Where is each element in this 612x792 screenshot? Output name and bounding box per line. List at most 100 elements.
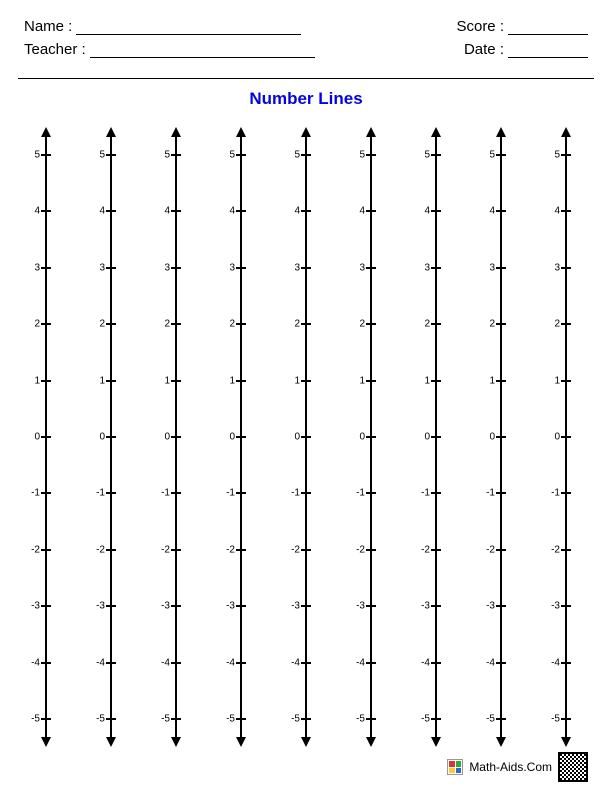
arrow-up-icon [301, 127, 311, 137]
name-label: Name : [24, 18, 72, 35]
score-label: Score : [456, 18, 504, 35]
arrow-down-icon [171, 737, 181, 747]
teacher-blank[interactable] [90, 42, 315, 58]
tick-mark [561, 267, 571, 269]
tick-mark [366, 154, 376, 156]
tick-mark [366, 605, 376, 607]
tick-mark [431, 210, 441, 212]
name-blank[interactable] [76, 19, 301, 35]
name-field: Name : [24, 18, 301, 35]
arrow-down-icon [366, 737, 376, 747]
tick-label: -2 [544, 544, 560, 555]
tick-label: 1 [24, 375, 40, 386]
teacher-field: Teacher : [24, 41, 315, 58]
tick-mark [561, 154, 571, 156]
tick-label: -1 [89, 488, 105, 499]
tick-label: 0 [544, 432, 560, 443]
tick-mark [301, 323, 311, 325]
tick-mark [236, 436, 246, 438]
tick-label: 5 [24, 150, 40, 161]
tick-mark [366, 380, 376, 382]
tick-mark [496, 267, 506, 269]
date-blank[interactable] [508, 42, 588, 58]
tick-label: -2 [24, 544, 40, 555]
tick-mark [236, 154, 246, 156]
arrow-down-icon [106, 737, 116, 747]
tick-mark [496, 323, 506, 325]
tick-mark [496, 380, 506, 382]
tick-label: 3 [414, 262, 430, 273]
tick-mark [106, 323, 116, 325]
tick-label: 3 [89, 262, 105, 273]
tick-label: 4 [219, 206, 235, 217]
tick-label: 2 [219, 319, 235, 330]
tick-label: 1 [479, 375, 495, 386]
tick-label: 3 [284, 262, 300, 273]
tick-mark [301, 718, 311, 720]
arrow-down-icon [236, 737, 246, 747]
tick-label: 1 [349, 375, 365, 386]
tick-label: -3 [89, 601, 105, 612]
tick-mark [561, 718, 571, 720]
arrow-up-icon [366, 127, 376, 137]
tick-mark [236, 662, 246, 664]
tick-mark [431, 323, 441, 325]
tick-label: 5 [89, 150, 105, 161]
tick-mark [431, 267, 441, 269]
tick-label: -4 [414, 657, 430, 668]
tick-mark [366, 492, 376, 494]
tick-label: -3 [544, 601, 560, 612]
tick-label: -1 [24, 488, 40, 499]
tick-mark [366, 549, 376, 551]
header-row-1: Name : Score : [24, 18, 588, 35]
tick-label: -2 [219, 544, 235, 555]
tick-label: 3 [219, 262, 235, 273]
tick-mark [106, 210, 116, 212]
tick-mark [236, 718, 246, 720]
tick-mark [561, 380, 571, 382]
tick-label: -1 [544, 488, 560, 499]
teacher-label: Teacher : [24, 41, 86, 58]
tick-label: 1 [219, 375, 235, 386]
tick-label: -4 [544, 657, 560, 668]
tick-mark [301, 267, 311, 269]
tick-label: 3 [24, 262, 40, 273]
tick-mark [236, 380, 246, 382]
tick-mark [561, 492, 571, 494]
tick-mark [431, 605, 441, 607]
tick-label: -5 [349, 714, 365, 725]
tick-mark [41, 323, 51, 325]
arrow-up-icon [41, 127, 51, 137]
tick-label: -4 [154, 657, 170, 668]
tick-mark [561, 436, 571, 438]
number-line: 543210-1-2-3-4-5 [414, 127, 458, 747]
tick-mark [171, 323, 181, 325]
tick-mark [41, 549, 51, 551]
tick-label: 0 [414, 432, 430, 443]
tick-mark [301, 210, 311, 212]
tick-label: -3 [24, 601, 40, 612]
footer-site: Math-Aids.Com [469, 760, 552, 774]
tick-mark [41, 662, 51, 664]
tick-label: -3 [154, 601, 170, 612]
tick-label: -3 [414, 601, 430, 612]
tick-mark [496, 210, 506, 212]
worksheet-header: Name : Score : Teacher : Date : [0, 0, 612, 72]
arrow-down-icon [41, 737, 51, 747]
tick-label: 1 [544, 375, 560, 386]
logo-icon [447, 759, 463, 775]
number-line: 543210-1-2-3-4-5 [89, 127, 133, 747]
tick-label: 2 [479, 319, 495, 330]
tick-mark [431, 154, 441, 156]
number-line: 543210-1-2-3-4-5 [479, 127, 523, 747]
tick-mark [301, 380, 311, 382]
tick-label: 4 [479, 206, 495, 217]
tick-label: 2 [284, 319, 300, 330]
tick-mark [171, 492, 181, 494]
tick-mark [106, 380, 116, 382]
tick-label: -1 [154, 488, 170, 499]
arrow-up-icon [431, 127, 441, 137]
number-line: 543210-1-2-3-4-5 [349, 127, 393, 747]
score-blank[interactable] [508, 19, 588, 35]
tick-label: 5 [219, 150, 235, 161]
